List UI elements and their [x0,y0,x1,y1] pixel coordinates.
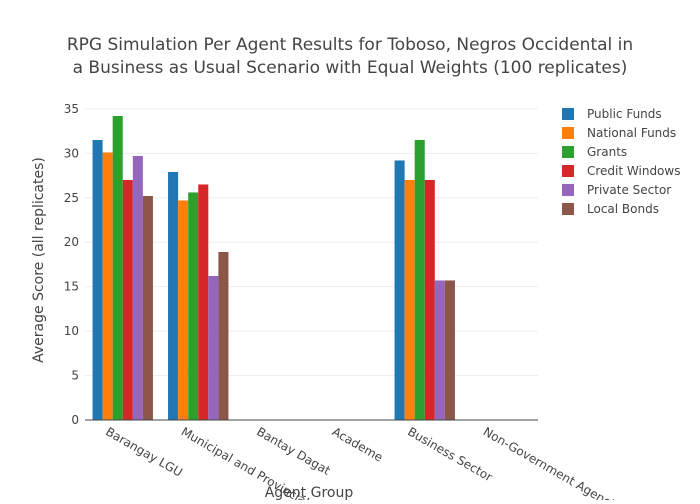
y-tick-label: 30 [64,146,79,160]
legend-item[interactable]: Private Sector [562,183,671,197]
legend-swatch [562,203,574,215]
bar [394,160,405,420]
bar [142,196,153,420]
bar [404,180,415,420]
x-tick-label: Barangay LGU [103,424,185,479]
legend-swatch [562,165,574,177]
legend-item[interactable]: Credit Windows [562,164,680,178]
y-axis-title: Average Score (all replicates) [31,157,47,363]
legend-swatch [562,108,574,120]
x-tick-label: Business Sector [405,424,495,484]
bars [92,116,455,420]
legend-swatch [562,184,574,196]
y-tick-label: 20 [64,235,79,249]
bar [188,192,199,420]
legend-item[interactable]: Local Bonds [562,202,659,216]
bar [178,200,189,420]
bar [168,172,179,420]
bar [414,140,425,420]
legend-label: Private Sector [587,183,671,197]
bar [102,152,113,420]
bar [198,184,209,420]
y-tick-label: 25 [64,191,79,205]
y-tick-label: 35 [64,102,79,116]
legend-label: Grants [587,145,627,159]
bar [444,280,455,420]
legend-label: Local Bonds [587,202,659,216]
bar [122,180,133,420]
chart-title-line-1: RPG Simulation Per Agent Results for Tob… [67,35,633,55]
legend-item[interactable]: Public Funds [562,107,662,121]
legend-label: National Funds [587,126,676,140]
legend-label: Public Funds [587,107,662,121]
x-axis-title: Agent Group [265,485,354,500]
bar [434,280,445,420]
legend: Public Funds National Funds Grants Credit W… [562,107,680,216]
bar [92,140,103,420]
legend-item[interactable]: National Funds [562,126,676,140]
legend-item[interactable]: Grants [562,145,627,159]
legend-swatch [562,127,574,139]
bar [218,252,229,420]
y-tick-label: 10 [64,324,79,338]
y-tick-label: 5 [71,369,79,383]
bar [208,276,219,420]
gridlines [85,108,538,377]
bar [424,180,435,420]
bar [112,116,123,420]
legend-swatch [562,146,574,158]
x-tick-label: Non-Government Agencies [481,424,628,500]
y-tick-label: 15 [64,280,79,294]
bar [132,156,143,420]
y-tick-label: 0 [71,413,79,427]
chart-title-line-2: a Business as Usual Scenario with Equal … [73,58,628,78]
x-tick-label: Academe [330,424,386,464]
legend-label: Credit Windows [587,164,680,178]
